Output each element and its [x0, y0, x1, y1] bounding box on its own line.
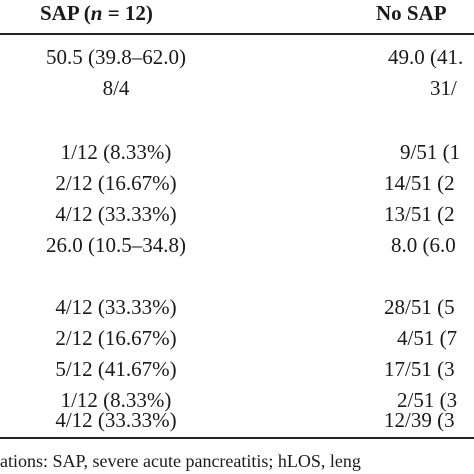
no-sap-cell: 9/51 (1 [400, 140, 461, 164]
sap-cell: 4/12 (33.33%) [55, 408, 177, 432]
no-sap-cell: 13/51 (2 [384, 202, 455, 226]
no-sap-cell: 31/ [430, 76, 457, 100]
sap-header-suffix: = 12) [102, 1, 153, 25]
sap-cell: 4/12 (33.33%) [55, 295, 177, 319]
bottom-rule [0, 437, 474, 439]
sap-cell: 1/12 (8.33%) [60, 388, 172, 412]
sap-cell: 1/12 (8.33%) [60, 140, 172, 164]
no-sap-cell: 8.0 (6.0 [391, 233, 456, 257]
no-sap-cell: 14/51 (2 [384, 171, 455, 195]
header-rule [0, 33, 474, 35]
no-sap-cell: 12/39 (3 [384, 408, 455, 432]
sap-cell: 2/12 (16.67%) [55, 171, 177, 195]
sap-cell: 4/12 (33.33%) [55, 202, 177, 226]
no-sap-cell: 4/51 (7 [397, 326, 458, 350]
no-sap-cell: 2/51 (3 [397, 388, 458, 412]
sap-cell: 8/4 [102, 76, 130, 100]
no-sap-cell: 49.0 (41. [388, 45, 464, 69]
sap-cell: 50.5 (39.8–62.0) [46, 45, 186, 69]
sap-header-prefix: SAP ( [40, 1, 91, 25]
sap-cell: 2/12 (16.67%) [55, 326, 177, 350]
no-sap-cell: 17/51 (3 [384, 357, 455, 381]
no-sap-column-header: No SAP [376, 1, 447, 25]
sap-cell: 5/12 (41.67%) [55, 357, 177, 381]
no-sap-cell: 28/51 (5 [384, 295, 455, 319]
sap-cell: 26.0 (10.5–34.8) [46, 233, 186, 257]
sap-header-n: n [90, 1, 103, 25]
sap-column-header: SAP (n = 12) [40, 0, 153, 26]
table-footnote: ations: SAP, severe acute pancreatitis; … [0, 451, 361, 471]
